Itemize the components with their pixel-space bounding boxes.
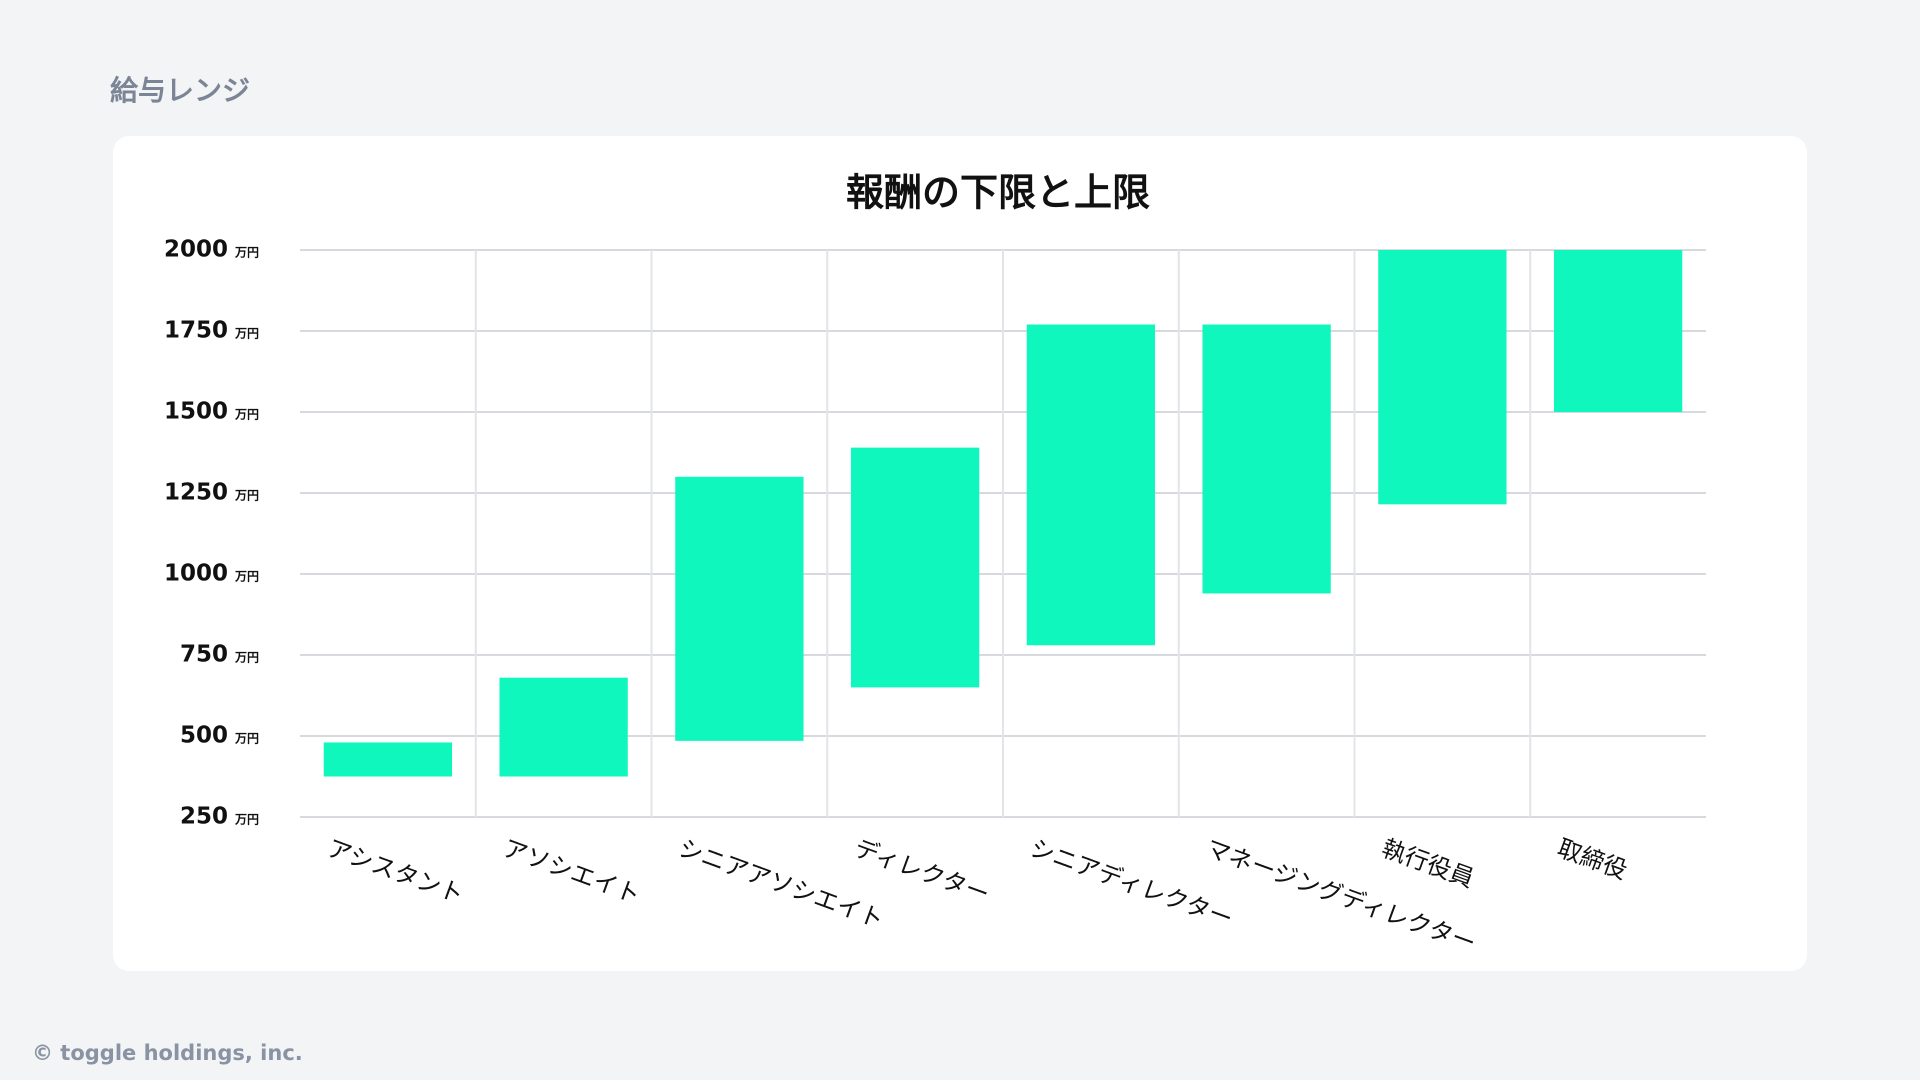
range-bar (1378, 250, 1507, 505)
y-tick-label: 1500 (164, 399, 228, 425)
y-tick-unit: 万円 (234, 651, 259, 665)
y-tick-unit: 万円 (234, 570, 259, 584)
chart-title: 報酬の下限と上限 (846, 171, 1150, 215)
range-bar (1026, 324, 1156, 646)
y-tick-label: 250 (180, 804, 228, 830)
y-tick-label: 2000 (164, 237, 228, 263)
footer: © toggle holdings, inc. (32, 1041, 303, 1065)
y-tick-label: 1000 (164, 561, 228, 587)
y-tick-label: 500 (180, 723, 228, 749)
range-bar (675, 476, 804, 741)
y-tick-unit: 万円 (234, 327, 259, 341)
range-bar (850, 447, 980, 688)
page-title: 給与レンジ (110, 74, 250, 107)
y-tick-label: 1750 (164, 318, 228, 344)
y-tick-unit: 万円 (234, 732, 259, 746)
y-tick-unit: 万円 (234, 813, 259, 827)
y-tick-label: 1250 (164, 480, 228, 506)
range-bar (499, 677, 628, 777)
range-bar (1202, 324, 1331, 594)
y-tick-unit: 万円 (234, 408, 259, 422)
range-bar (323, 742, 453, 777)
y-tick-unit: 万円 (234, 246, 259, 260)
y-tick-label: 750 (180, 642, 228, 668)
range-bar (1553, 250, 1683, 412)
y-tick-unit: 万円 (234, 489, 259, 503)
